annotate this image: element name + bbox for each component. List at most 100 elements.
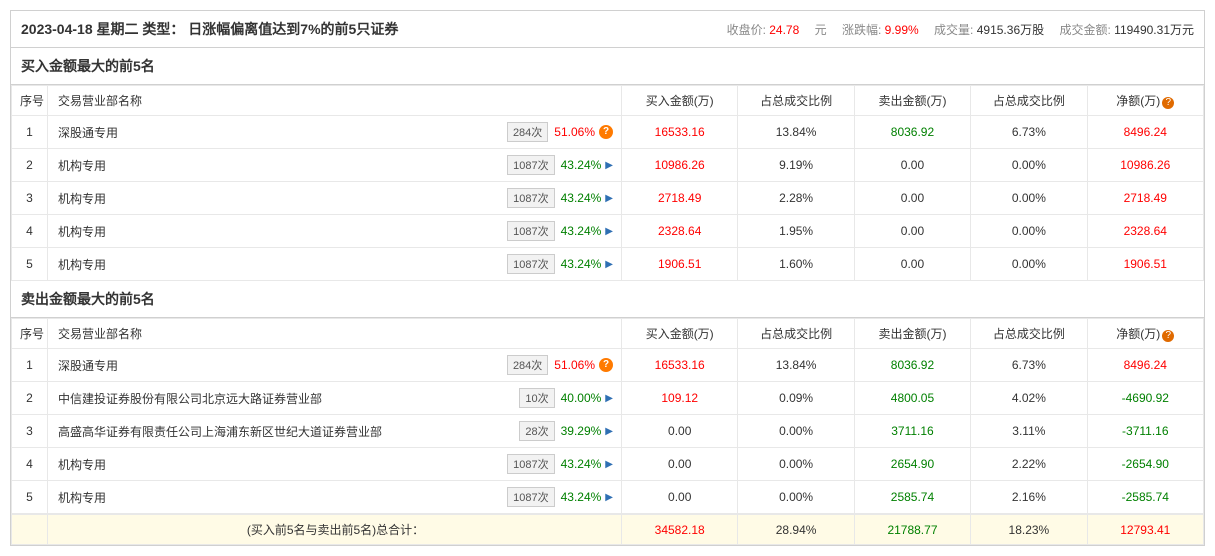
sell-pct: 6.73% [971, 116, 1087, 149]
arrow-icon[interactable]: ▶ [605, 226, 613, 237]
dept-name[interactable]: 机构专用 [58, 157, 507, 174]
buy-pct: 13.84% [738, 116, 854, 149]
dept-name[interactable]: 深股通专用 [58, 124, 507, 141]
volume-label: 成交量: [934, 23, 973, 37]
col-dept: 交易营业部名称 [48, 86, 622, 116]
sell-pct: 0.00% [971, 182, 1087, 215]
badge-wrap: 10次40.00%▶ [519, 388, 613, 408]
arrow-icon[interactable]: ▶ [605, 193, 613, 204]
arrow-icon[interactable]: ▶ [605, 459, 613, 470]
count-badge[interactable]: 28次 [519, 421, 554, 441]
count-badge[interactable]: 1087次 [507, 254, 554, 274]
dept-name[interactable]: 机构专用 [58, 489, 507, 506]
sell-pct: 3.11% [971, 415, 1087, 448]
col-buy-amt: 买入金额(万) [622, 86, 738, 116]
sell-amt: 3711.16 [854, 415, 970, 448]
count-badge[interactable]: 284次 [507, 122, 548, 142]
row-idx: 1 [12, 349, 48, 382]
arrow-icon[interactable]: ▶ [605, 160, 613, 171]
buy-amt: 0.00 [622, 481, 738, 514]
row-idx: 3 [12, 415, 48, 448]
row-idx: 5 [12, 481, 48, 514]
buy-amt: 16533.16 [622, 349, 738, 382]
badge-wrap: 284次51.06%? [507, 122, 613, 142]
col-idx: 序号 [12, 86, 48, 116]
count-badge[interactable]: 1087次 [507, 155, 554, 175]
table-row: 5机构专用1087次43.24%▶1906.511.60%0.000.00%19… [12, 248, 1204, 281]
sell-amt: 0.00 [854, 182, 970, 215]
table-header-row: 序号 交易营业部名称 买入金额(万) 占总成交比例 卖出金额(万) 占总成交比例… [12, 319, 1204, 349]
row-idx: 4 [12, 448, 48, 481]
row-idx: 4 [12, 215, 48, 248]
sell-amt: 8036.92 [854, 116, 970, 149]
sell-table: 序号 交易营业部名称 买入金额(万) 占总成交比例 卖出金额(万) 占总成交比例… [11, 318, 1204, 514]
buy-pct: 2.28% [738, 182, 854, 215]
net-label: 净额(万) [1116, 94, 1160, 108]
col-buy-pct: 占总成交比例 [738, 86, 854, 116]
type-value: 日涨幅偏离值达到7%的前5只证券 [188, 21, 398, 37]
dept-name[interactable]: 机构专用 [58, 190, 507, 207]
table-row: 5机构专用1087次43.24%▶0.000.00%2585.742.16%-2… [12, 481, 1204, 514]
table-header-row: 序号 交易营业部名称 买入金额(万) 占总成交比例 卖出金额(万) 占总成交比例… [12, 86, 1204, 116]
sell-pct: 0.00% [971, 149, 1087, 182]
arrow-icon[interactable]: ▶ [605, 259, 613, 270]
count-badge[interactable]: 284次 [507, 355, 548, 375]
buy-pct: 0.00% [738, 448, 854, 481]
table-row: 4机构专用1087次43.24%▶2328.641.95%0.000.00%23… [12, 215, 1204, 248]
buy-pct: 9.19% [738, 149, 854, 182]
amount-value: 119490.31万元 [1114, 23, 1194, 37]
arrow-icon[interactable]: ▶ [605, 393, 613, 404]
sell-amt: 4800.05 [854, 382, 970, 415]
sell-amt: 0.00 [854, 215, 970, 248]
dept-cell: 深股通专用284次51.06%? [48, 349, 622, 382]
pct-label: 39.29% [561, 424, 602, 438]
sell-amt: 0.00 [854, 149, 970, 182]
buy-pct: 1.95% [738, 215, 854, 248]
sell-pct: 0.00% [971, 215, 1087, 248]
close-unit: 元 [815, 23, 827, 37]
dept-cell: 机构专用1087次43.24%▶ [48, 248, 622, 281]
net-amt: -2654.90 [1087, 448, 1203, 481]
arrow-icon[interactable]: ▶ [605, 426, 613, 437]
dept-name[interactable]: 中信建投证券股份有限公司北京远大路证券营业部 [58, 390, 519, 407]
warn-icon[interactable]: ? [599, 358, 613, 372]
table-row: 2中信建投证券股份有限公司北京远大路证券营业部10次40.00%▶109.120… [12, 382, 1204, 415]
total-net: 12793.41 [1087, 515, 1203, 545]
count-badge[interactable]: 1087次 [507, 221, 554, 241]
net-amt: 1906.51 [1087, 248, 1203, 281]
arrow-icon[interactable]: ▶ [605, 492, 613, 503]
dept-name[interactable]: 机构专用 [58, 223, 507, 240]
buy-amt: 109.12 [622, 382, 738, 415]
count-badge[interactable]: 10次 [519, 388, 554, 408]
weekday-text: 星期二 [97, 21, 139, 37]
sell-pct: 0.00% [971, 248, 1087, 281]
count-badge[interactable]: 1087次 [507, 188, 554, 208]
net-amt: 2328.64 [1087, 215, 1203, 248]
help-icon[interactable]: ? [1162, 97, 1174, 109]
sell-section-title: 卖出金额最大的前5名 [11, 281, 1204, 318]
buy-amt: 2328.64 [622, 215, 738, 248]
sell-amt: 0.00 [854, 248, 970, 281]
sell-amt: 2585.74 [854, 481, 970, 514]
badge-wrap: 1087次43.24%▶ [507, 188, 613, 208]
sell-pct: 2.16% [971, 481, 1087, 514]
dept-name[interactable]: 机构专用 [58, 456, 507, 473]
close-value: 24.78 [769, 23, 799, 37]
dept-name[interactable]: 深股通专用 [58, 357, 507, 374]
col-idx: 序号 [12, 319, 48, 349]
dept-name[interactable]: 高盛高华证券有限责任公司上海浦东新区世纪大道证券营业部 [58, 423, 519, 440]
count-badge[interactable]: 1087次 [507, 487, 554, 507]
buy-pct: 13.84% [738, 349, 854, 382]
dept-name[interactable]: 机构专用 [58, 256, 507, 273]
count-badge[interactable]: 1087次 [507, 454, 554, 474]
help-icon[interactable]: ? [1162, 330, 1174, 342]
sell-pct: 2.22% [971, 448, 1087, 481]
buy-table: 序号 交易营业部名称 买入金额(万) 占总成交比例 卖出金额(万) 占总成交比例… [11, 85, 1204, 281]
total-label: (买入前5名与卖出前5名)总合计： [48, 515, 622, 545]
warn-icon[interactable]: ? [599, 125, 613, 139]
header-left: 2023-04-18 星期二 类型： 日涨幅偏离值达到7%的前5只证券 [21, 19, 398, 39]
buy-amt: 16533.16 [622, 116, 738, 149]
dept-cell: 机构专用1087次43.24%▶ [48, 149, 622, 182]
col-net-amt: 净额(万)? [1087, 86, 1203, 116]
buy-amt: 2718.49 [622, 182, 738, 215]
